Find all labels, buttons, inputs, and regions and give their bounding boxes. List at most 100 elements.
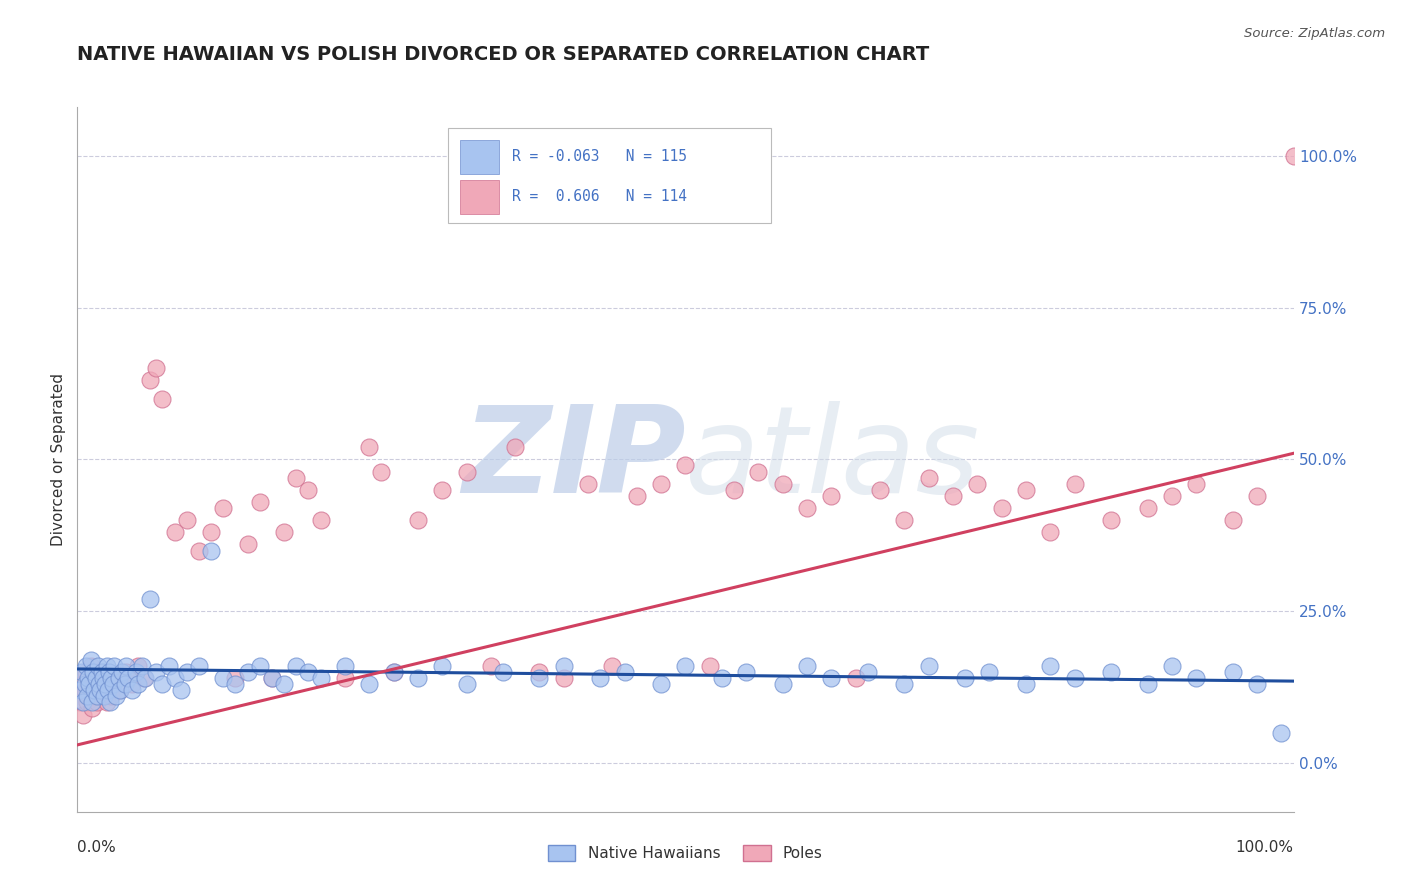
Point	[82, 671, 104, 685]
Point	[83, 683, 105, 698]
Point	[163, 671, 186, 685]
Point	[1039, 659, 1062, 673]
Point	[260, 671, 283, 685]
Point	[942, 489, 965, 503]
Point	[297, 483, 319, 497]
Legend: Native Hawaiians, Poles: Native Hawaiians, Poles	[541, 839, 830, 868]
Point	[699, 659, 721, 673]
Point	[96, 695, 118, 709]
Point	[796, 500, 818, 515]
Point	[117, 671, 139, 685]
Point	[370, 465, 392, 479]
Point	[93, 690, 115, 704]
Point	[309, 671, 332, 685]
Point	[94, 677, 117, 691]
Point	[1282, 148, 1305, 162]
Point	[131, 659, 153, 673]
Point	[1270, 725, 1292, 739]
Point	[456, 465, 478, 479]
Point	[735, 665, 758, 679]
Point	[406, 671, 429, 685]
Point	[772, 476, 794, 491]
Point	[406, 513, 429, 527]
Point	[1185, 476, 1208, 491]
Point	[1136, 500, 1159, 515]
Point	[723, 483, 745, 497]
Point	[73, 683, 96, 698]
Point	[80, 695, 103, 709]
Point	[893, 677, 915, 691]
Point	[820, 489, 842, 503]
Point	[1063, 476, 1085, 491]
Point	[100, 671, 122, 685]
Point	[73, 677, 96, 691]
Y-axis label: Divorced or Separated: Divorced or Separated	[51, 373, 66, 546]
Point	[89, 677, 111, 691]
Point	[97, 665, 120, 679]
Point	[285, 659, 308, 673]
Point	[1222, 665, 1244, 679]
Point	[675, 458, 697, 473]
Point	[1246, 677, 1268, 691]
Point	[869, 483, 891, 497]
Point	[90, 665, 112, 679]
Point	[675, 659, 697, 673]
Point	[200, 525, 222, 540]
Point	[382, 665, 405, 679]
Point	[89, 683, 111, 698]
Point	[76, 690, 98, 704]
Point	[249, 659, 271, 673]
Point	[76, 695, 98, 709]
Text: R = -0.063   N = 115: R = -0.063 N = 115	[512, 149, 686, 164]
Point	[97, 683, 120, 698]
Point	[236, 537, 259, 551]
Point	[249, 495, 271, 509]
Point	[152, 677, 174, 691]
Point	[747, 465, 769, 479]
Point	[200, 543, 222, 558]
Point	[145, 361, 167, 376]
Point	[89, 690, 111, 704]
Point	[176, 665, 198, 679]
Point	[479, 659, 502, 673]
Point	[145, 665, 167, 679]
Point	[89, 683, 111, 698]
Point	[382, 665, 405, 679]
Point	[1185, 671, 1208, 685]
Point	[79, 677, 101, 691]
Point	[70, 677, 93, 691]
Point	[77, 677, 100, 691]
Point	[125, 665, 148, 679]
Point	[87, 659, 110, 673]
Point	[75, 659, 97, 673]
Point	[127, 677, 149, 691]
Point	[650, 476, 672, 491]
Point	[650, 677, 672, 691]
Point	[72, 707, 94, 722]
Point	[297, 665, 319, 679]
Text: atlas: atlas	[686, 401, 981, 518]
Point	[139, 373, 162, 387]
Point	[309, 513, 332, 527]
Point	[553, 659, 575, 673]
Point	[101, 677, 124, 691]
Point	[103, 671, 125, 685]
Point	[1063, 671, 1085, 685]
FancyBboxPatch shape	[449, 128, 770, 223]
Point	[87, 665, 110, 679]
Point	[432, 483, 454, 497]
Point	[70, 665, 93, 679]
Point	[111, 665, 134, 679]
Point	[75, 665, 97, 679]
Point	[103, 659, 125, 673]
Point	[114, 677, 136, 691]
Point	[710, 671, 733, 685]
Text: 100.0%: 100.0%	[1236, 840, 1294, 855]
Text: Source: ZipAtlas.com: Source: ZipAtlas.com	[1244, 27, 1385, 40]
Point	[100, 690, 122, 704]
Point	[212, 671, 235, 685]
Point	[93, 683, 115, 698]
Point	[72, 695, 94, 709]
Point	[918, 470, 941, 484]
Point	[432, 659, 454, 673]
